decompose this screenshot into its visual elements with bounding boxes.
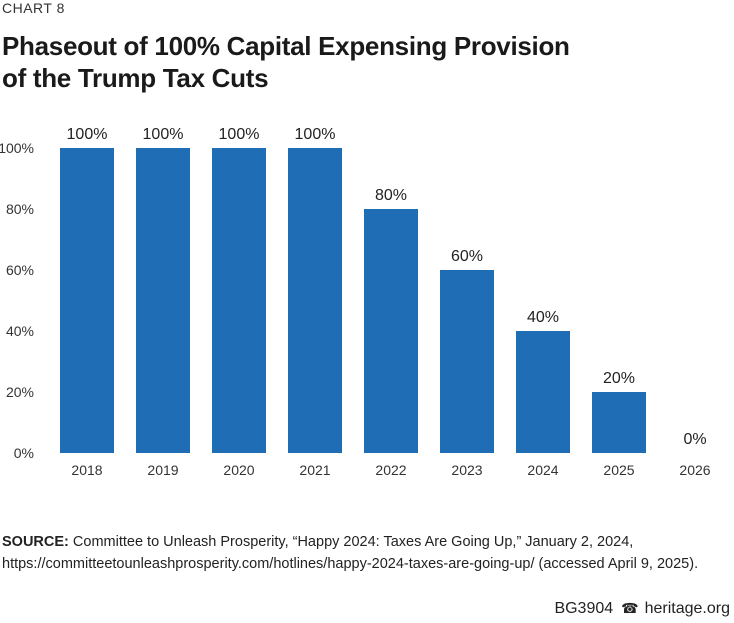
x-tick-label: 2026 [679, 462, 710, 478]
chart-title-line-2: of the Trump Tax Cuts [2, 63, 269, 93]
bar-value-label: 20% [603, 370, 635, 387]
x-tick-label: 2025 [603, 462, 634, 478]
x-tick-label: 2022 [375, 462, 406, 478]
bar-value-label: 100% [295, 126, 336, 143]
bar-value-label: 0% [683, 431, 706, 448]
source-label: SOURCE: [2, 534, 69, 550]
bar-value-label: 60% [451, 248, 483, 265]
report-code: BG3904 [554, 600, 614, 617]
x-tick-label: 2024 [527, 462, 558, 478]
source-text: Committee to Unleash Prosperity, “Happy … [2, 534, 699, 572]
x-tick-label: 2020 [223, 462, 254, 478]
bar [288, 148, 342, 453]
bar [212, 148, 266, 453]
x-tick-label: 2019 [147, 462, 178, 478]
bar-chart: 0% 20% 40% 60% 80% 100% 100% 100% 100% 100% 80% 60… [0, 126, 711, 478]
chart-title: Phaseout of 100% Capital Expensing Provi… [2, 30, 722, 94]
bar [60, 148, 114, 453]
bar [136, 148, 190, 453]
chart-title-line-1: Phaseout of 100% Capital Expensing Provi… [2, 31, 570, 61]
data-labels: 100% 100% 100% 100% 80% 60% 40% 20% 0% [67, 126, 707, 448]
footer: BG3904 ☎ heritage.org [554, 600, 730, 618]
bar [516, 331, 570, 453]
y-tick-label: 40% [6, 323, 34, 339]
x-tick-label: 2023 [451, 462, 482, 478]
bar [592, 392, 646, 453]
x-tick-label: 2021 [299, 462, 330, 478]
bar [440, 270, 494, 453]
y-tick-label: 100% [0, 140, 34, 156]
bar [364, 209, 418, 453]
source-note: SOURCE: Committee to Unleash Prosperity,… [2, 531, 730, 575]
site-name: heritage.org [644, 600, 730, 617]
y-tick-label: 80% [6, 201, 34, 217]
bar-value-label: 100% [67, 126, 108, 143]
y-axis: 0% 20% 40% 60% 80% 100% [0, 140, 34, 461]
y-tick-label: 60% [6, 262, 34, 278]
bars [60, 148, 646, 453]
bar-value-label: 100% [219, 126, 260, 143]
chart-number-label: CHART 8 [2, 0, 65, 16]
bar-value-label: 80% [375, 187, 407, 204]
y-tick-label: 0% [14, 445, 34, 461]
x-axis: 2018 2019 2020 2021 2022 2023 2024 2025 2026 [71, 462, 710, 478]
bar-value-label: 40% [527, 309, 559, 326]
bar-value-label: 100% [143, 126, 184, 143]
liberty-bell-icon: ☎ [621, 600, 639, 616]
y-tick-label: 20% [6, 384, 34, 400]
x-tick-label: 2018 [71, 462, 102, 478]
